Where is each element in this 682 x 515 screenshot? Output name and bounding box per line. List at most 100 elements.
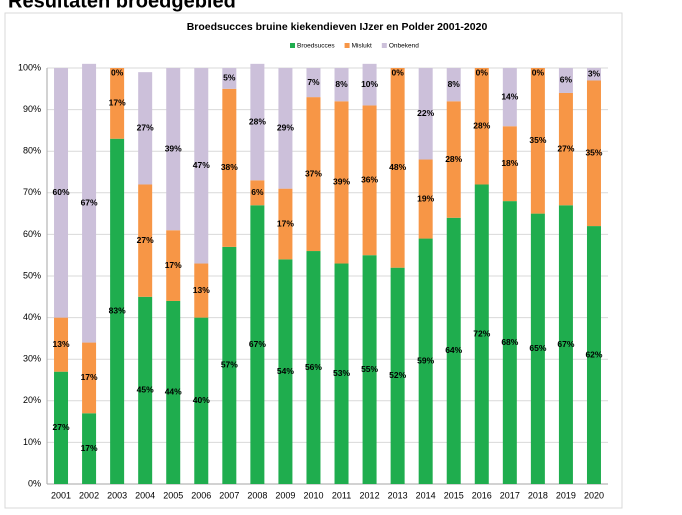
bar-segment	[306, 68, 321, 98]
bar-segment	[418, 68, 433, 160]
x-tick-label: 2007	[219, 490, 239, 500]
value-label: 67%	[81, 197, 98, 207]
x-tick-label: 2014	[416, 490, 436, 500]
value-label: 13%	[193, 285, 210, 295]
bar-segment	[250, 63, 265, 181]
x-tick-label: 2011	[332, 490, 351, 500]
bar-segment	[222, 68, 237, 89]
value-label: 54%	[277, 366, 294, 376]
value-label: 48%	[389, 162, 406, 172]
bar-segment	[558, 205, 573, 484]
value-label: 29%	[277, 123, 294, 133]
value-label: 39%	[165, 143, 182, 153]
value-label: 27%	[53, 422, 70, 432]
bar-segment	[418, 159, 433, 239]
value-label: 59%	[417, 356, 434, 366]
value-label: 45%	[137, 385, 154, 395]
value-label: 0%	[532, 67, 545, 77]
bar-segment	[446, 101, 461, 218]
bar-segment	[54, 317, 69, 372]
value-label: 18%	[501, 158, 518, 168]
value-label: 28%	[473, 120, 490, 130]
x-tick-label: 2009	[275, 490, 295, 500]
bar-segment	[54, 68, 69, 318]
bar-segment	[334, 263, 349, 484]
x-tick-label: 2005	[163, 490, 183, 500]
bar-segment	[390, 68, 405, 268]
value-label: 28%	[249, 116, 266, 126]
page-heading: Resultaten broedgebied	[8, 0, 236, 12]
bar-segment	[586, 226, 601, 484]
value-label: 44%	[165, 387, 182, 397]
bar-segment	[502, 201, 517, 484]
bar-segment	[166, 230, 181, 301]
value-label: 57%	[221, 360, 238, 370]
value-label: 17%	[81, 372, 98, 382]
value-label: 28%	[445, 154, 462, 164]
value-label: 19%	[417, 193, 434, 203]
bar-segment	[54, 371, 69, 484]
value-label: 40%	[193, 395, 210, 405]
value-label: 52%	[389, 370, 406, 380]
value-label: 8%	[448, 79, 461, 89]
value-label: 38%	[221, 162, 238, 172]
value-label: 10%	[361, 79, 378, 89]
x-tick-label: 2002	[79, 490, 99, 500]
bar-segment	[530, 68, 545, 214]
y-tick-label: 50%	[23, 270, 41, 280]
value-label: 5%	[223, 73, 236, 83]
x-tick-label: 2018	[528, 490, 548, 500]
value-label: 35%	[529, 135, 546, 145]
legend-label: Mislukt	[352, 43, 372, 50]
bar-segment	[586, 80, 601, 227]
x-tick-label: 2013	[388, 490, 408, 500]
y-tick-label: 30%	[23, 354, 41, 364]
value-label: 67%	[557, 339, 574, 349]
x-tick-label: 2003	[107, 490, 127, 500]
legend-label: Onbekend	[389, 43, 419, 50]
value-label: 37%	[305, 168, 322, 178]
x-tick-label: 2012	[360, 490, 380, 500]
bar-segment	[446, 68, 461, 102]
bar-segment	[390, 267, 405, 484]
bar-segment	[82, 413, 97, 484]
value-label: 67%	[249, 339, 266, 349]
value-label: 27%	[137, 235, 154, 245]
value-label: 13%	[53, 339, 70, 349]
bar-segment	[194, 263, 209, 318]
y-tick-label: 10%	[23, 437, 41, 447]
value-label: 55%	[361, 364, 378, 374]
x-tick-label: 2001	[51, 490, 71, 500]
value-label: 65%	[529, 343, 546, 353]
bar-segment	[250, 205, 265, 484]
bar-segment	[334, 101, 349, 264]
legend-label: Broedsucces	[297, 43, 335, 50]
bar-segment	[166, 68, 181, 231]
value-label: 0%	[476, 67, 489, 77]
bar-segment	[278, 259, 293, 484]
value-label: 0%	[391, 67, 404, 77]
value-label: 47%	[193, 160, 210, 170]
bar-segment	[530, 213, 545, 484]
value-label: 27%	[557, 143, 574, 153]
value-label: 72%	[473, 328, 490, 338]
y-tick-label: 40%	[23, 312, 41, 322]
bar-segment	[138, 72, 153, 185]
bar-segment	[194, 68, 209, 264]
value-label: 36%	[361, 175, 378, 185]
bar-segment	[306, 97, 321, 252]
bar-segment	[446, 217, 461, 484]
value-label: 60%	[53, 187, 70, 197]
bar-segment	[306, 251, 321, 484]
value-label: 35%	[585, 148, 602, 158]
bar-segment	[194, 317, 209, 484]
y-tick-label: 70%	[23, 187, 41, 197]
value-label: 83%	[109, 306, 126, 316]
value-label: 22%	[417, 108, 434, 118]
legend-swatch	[344, 43, 350, 48]
bar-segment	[166, 300, 181, 484]
y-tick-label: 20%	[23, 395, 41, 405]
x-tick-label: 2017	[500, 490, 520, 500]
bar-segment	[82, 342, 97, 414]
value-label: 17%	[109, 98, 126, 108]
